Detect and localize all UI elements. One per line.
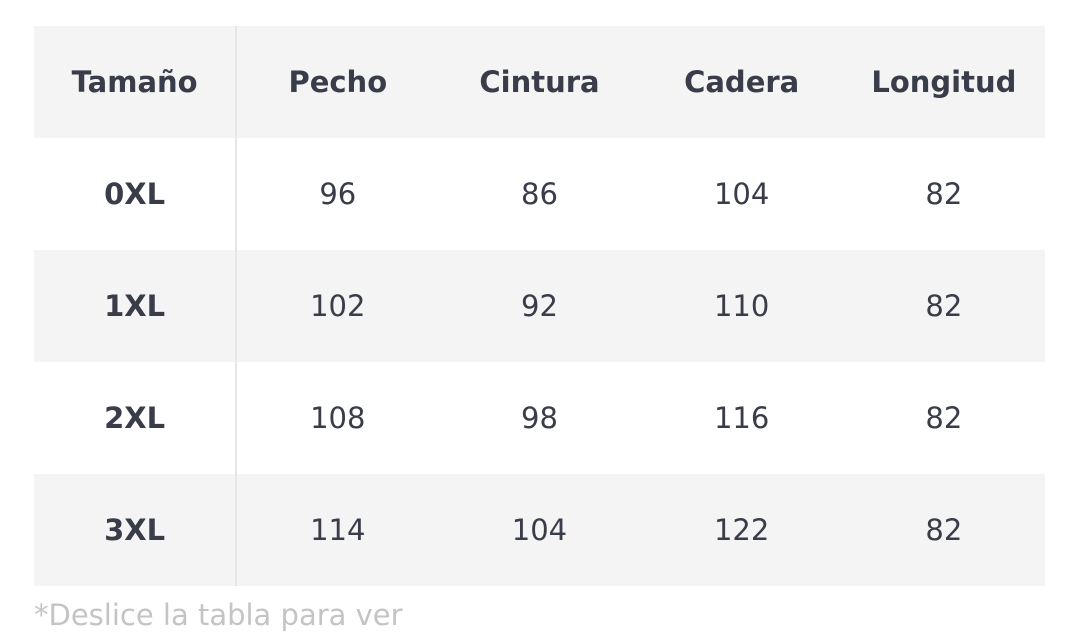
waist-cell: 98 xyxy=(521,401,558,435)
table-row: 1XL 102 92 110 82 xyxy=(34,250,1045,362)
chest-cell: 96 xyxy=(319,177,357,211)
hip-cell: 110 xyxy=(713,289,770,323)
length-cell: 82 xyxy=(925,177,963,211)
table-row: 2XL 108 98 116 82 xyxy=(34,362,1045,474)
waist-cell: 104 xyxy=(511,513,568,547)
length-cell: 82 xyxy=(925,289,963,323)
header-length: Longitud xyxy=(871,65,1017,99)
table-row: 3XL 114 104 122 82 xyxy=(34,474,1045,586)
waist-cell: 92 xyxy=(521,289,558,323)
header-chest: Pecho xyxy=(288,65,388,99)
size-cell: 3XL xyxy=(34,474,238,586)
chest-cell: 102 xyxy=(310,289,366,323)
table-header-row: Tamaño Pecho Cintura Cadera Longitud xyxy=(34,26,1045,138)
header-size: Tamaño xyxy=(34,26,238,138)
size-cell: 1XL xyxy=(34,250,238,362)
chest-cell: 114 xyxy=(310,513,366,547)
size-cell: 2XL xyxy=(34,362,238,474)
size-cell: 0XL xyxy=(34,138,238,250)
size-table: Tamaño Pecho Cintura Cadera Longitud 0XL… xyxy=(34,26,1046,586)
hip-cell: 122 xyxy=(713,513,770,547)
table-row: 0XL 96 86 104 82 xyxy=(34,138,1045,250)
chest-cell: 108 xyxy=(310,401,366,435)
table-note: *Deslice la tabla para ver xyxy=(34,598,403,632)
header-hip: Cadera xyxy=(684,65,800,99)
hip-cell: 116 xyxy=(713,401,770,435)
length-cell: 82 xyxy=(925,401,963,435)
length-cell: 82 xyxy=(925,513,963,547)
hip-cell: 104 xyxy=(713,177,770,211)
waist-cell: 86 xyxy=(521,177,558,211)
header-waist: Cintura xyxy=(479,65,600,99)
